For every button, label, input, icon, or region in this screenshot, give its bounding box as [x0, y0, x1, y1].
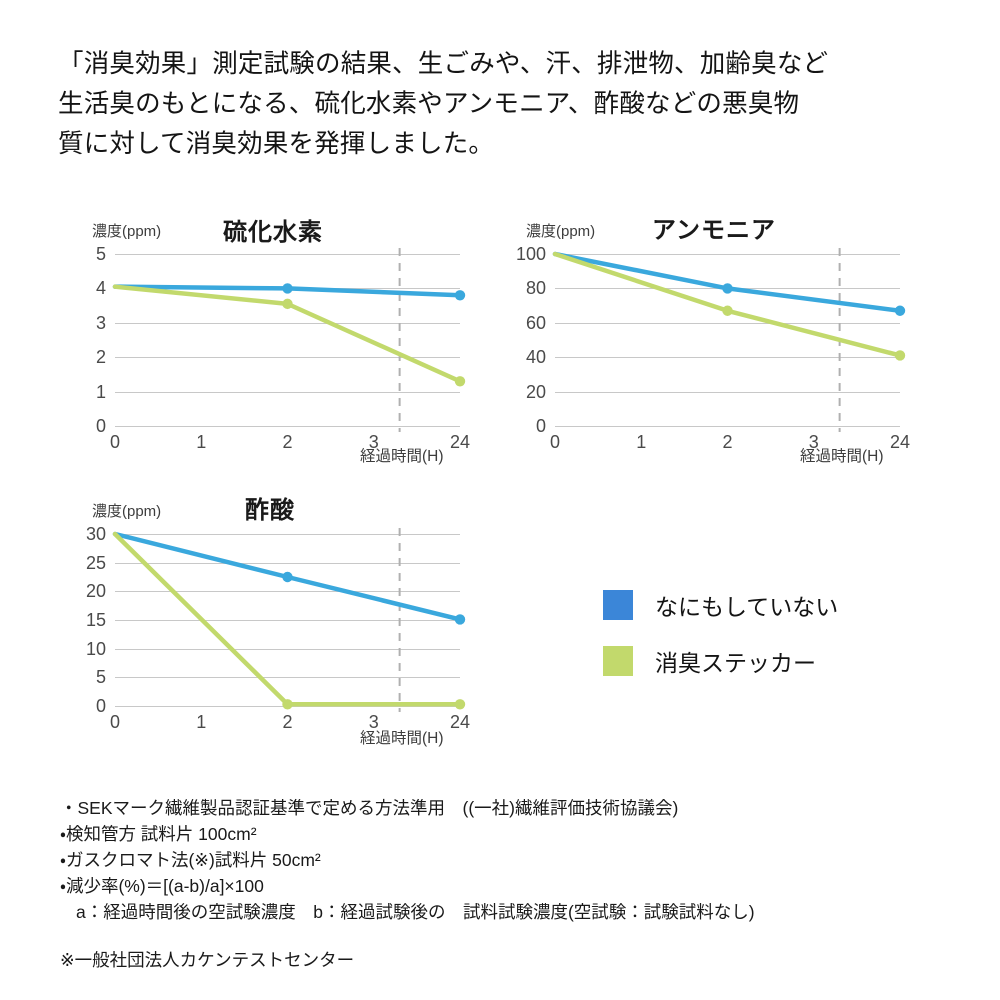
- series-layer: [112, 528, 466, 712]
- series-line-untreated: [552, 251, 903, 314]
- gridline: [115, 648, 460, 650]
- data-point-sticker: [894, 350, 906, 361]
- gridline: [115, 391, 460, 393]
- x-axis-tick-label: 3: [368, 432, 379, 452]
- y-axis-unit-label: 濃度(ppm): [92, 223, 162, 240]
- footnote-spacer: [60, 925, 940, 947]
- chart-title: アンモニア: [652, 217, 777, 244]
- y-axis-tick-label: 40: [525, 347, 546, 368]
- x-axis-tick-label: 0: [109, 712, 121, 732]
- chart-title: 酢酸: [245, 497, 295, 524]
- series-layer: [552, 248, 906, 432]
- data-point-sticker: [722, 305, 733, 316]
- gridline: [115, 677, 460, 679]
- chart-title: 硫化水素: [223, 219, 323, 246]
- x-axis-tick-label: 24: [449, 432, 471, 452]
- legend-swatch-sticker: [603, 646, 633, 676]
- gridline: [115, 620, 460, 621]
- gridline: [115, 534, 460, 535]
- y-axis-tick-label: 20: [85, 581, 106, 602]
- x-axis-tick-label: 24: [449, 712, 471, 732]
- intro-paragraph: 「消臭効果」測定試験の結果、生ごみや、汗、排泄物、加齢臭など 生活臭のもとになる…: [58, 50, 829, 158]
- x-axis-label: 経過時間(H): [360, 448, 444, 465]
- data-point-untreated: [282, 283, 293, 294]
- gridline: [555, 426, 900, 427]
- chart-ammonia: 濃度(ppm) アンモニア経過時間(H) 0 20 40 60 80 100 0 1 2 3 24: [500, 208, 940, 478]
- y-axis-unit-label: 濃度(ppm): [526, 223, 596, 240]
- x-axis-tick-label: 1: [636, 432, 647, 452]
- x-axis-tick-label: 24: [889, 432, 911, 452]
- x-axis-tick-label: 0: [549, 432, 561, 452]
- y-axis-tick-label: 3: [95, 312, 106, 333]
- x-axis-label: 経過時間(H): [360, 730, 444, 747]
- footnote-source: ※一般社団法人カケンテストセンター: [60, 950, 355, 970]
- legend-item-untreated: なにもしていない: [603, 588, 838, 622]
- series-line-sticker: [112, 531, 463, 707]
- chart-acetic-acid: 濃度(ppm) 酢酸経過時間(H) 0 5 10 15 20 25 30 0 1 2 3 24: [60, 488, 500, 763]
- plot-area: 0 5 10 15 20 25 30 0 1 2 3 24: [86, 525, 470, 731]
- y-axis-tick-label: 5: [95, 244, 106, 264]
- y-axis-tick-label: 10: [85, 638, 106, 659]
- footnotes: ・SEKマーク繊維製品認証基準で定める方法準用 ((一社)繊維評価技術協議会) …: [60, 795, 940, 973]
- data-point-untreated: [894, 305, 906, 316]
- gridline: [115, 426, 460, 427]
- gridline: [115, 591, 460, 593]
- y-axis-tick-label: 20: [525, 381, 546, 402]
- x-axis-tick-label: 3: [368, 712, 379, 732]
- x-axis-label: 経過時間(H): [800, 448, 884, 465]
- x-axis-tick-label: 1: [196, 432, 207, 452]
- legend-label-sticker: 消臭ステッカー: [655, 650, 816, 676]
- y-axis-tick-label: 0: [95, 696, 106, 716]
- y-axis-tick-label: 0: [95, 416, 106, 436]
- data-point-sticker: [282, 298, 293, 310]
- data-point-untreated: [722, 283, 733, 294]
- footnote-line-5: a：経過時間後の空試験濃度 b：経過試験後の 試料試験濃度(空試験：試験試料なし…: [76, 902, 755, 922]
- data-point-untreated: [454, 290, 466, 301]
- y-axis-tick-label: 80: [525, 278, 546, 299]
- gridline: [115, 357, 460, 359]
- y-axis-tick-label: 4: [95, 278, 106, 299]
- data-point-untreated: [282, 571, 293, 583]
- gridline: [555, 357, 900, 359]
- y-axis-tick-label: 100: [515, 244, 546, 264]
- gridline: [555, 254, 900, 255]
- x-axis-tick-label: 0: [109, 432, 121, 452]
- series-layer: [112, 248, 466, 432]
- plot-area: 0 1 2 3 4 5 0 1 2 3 24: [96, 245, 470, 451]
- chart-hydrogen-sulfide: 濃度(ppm) 硫化水素経過時間(H) 0 1 2 3 4 5 0 1 2 3 24: [60, 208, 500, 478]
- gridline: [555, 391, 900, 393]
- x-axis-tick-label: 3: [808, 432, 819, 452]
- data-point-sticker: [454, 376, 466, 387]
- data-point-sticker: [282, 699, 293, 710]
- x-axis-tick-label: 1: [196, 712, 207, 732]
- plot-area: 0 20 40 60 80 100 0 1 2 3 24: [516, 245, 910, 451]
- footnote-line-2: ・検知管方 試料片 100cm²: [60, 824, 257, 844]
- y-axis-tick-label: 0: [535, 416, 546, 436]
- y-axis-tick-label: 30: [85, 524, 106, 544]
- footnote-line-4: ・減少率(%)＝[(a-b)/a]×100: [60, 876, 264, 896]
- x-axis-tick-label: 2: [282, 432, 293, 452]
- x-axis-tick-label: 2: [722, 432, 733, 452]
- gridline: [115, 562, 460, 564]
- y-axis-tick-label: 60: [525, 312, 546, 333]
- data-point-sticker: [454, 699, 466, 710]
- footnote-line-1: ・SEKマーク繊維製品認証基準で定める方法準用 ((一社)繊維評価技術協議会): [60, 798, 679, 818]
- y-axis-tick-label: 1: [95, 381, 106, 402]
- data-point-untreated: [454, 614, 466, 625]
- y-axis-tick-label: 2: [95, 347, 106, 368]
- y-axis-tick-label: 25: [85, 552, 106, 573]
- gridline: [115, 254, 460, 255]
- legend-item-sticker: 消臭ステッカー: [603, 644, 838, 678]
- y-axis-tick-label: 5: [95, 667, 106, 688]
- legend: なにもしていない 消臭ステッカー: [603, 588, 838, 700]
- legend-swatch-untreated: [603, 590, 633, 620]
- footnote-line-3: ・ガスクロマト法(※)試料片 50cm²: [60, 850, 321, 870]
- legend-label-untreated: なにもしていない: [655, 594, 839, 620]
- gridline: [115, 322, 460, 324]
- y-axis-unit-label: 濃度(ppm): [92, 503, 162, 520]
- x-axis-tick-label: 2: [282, 712, 293, 732]
- y-axis-tick-label: 15: [85, 610, 106, 630]
- gridline: [555, 322, 900, 324]
